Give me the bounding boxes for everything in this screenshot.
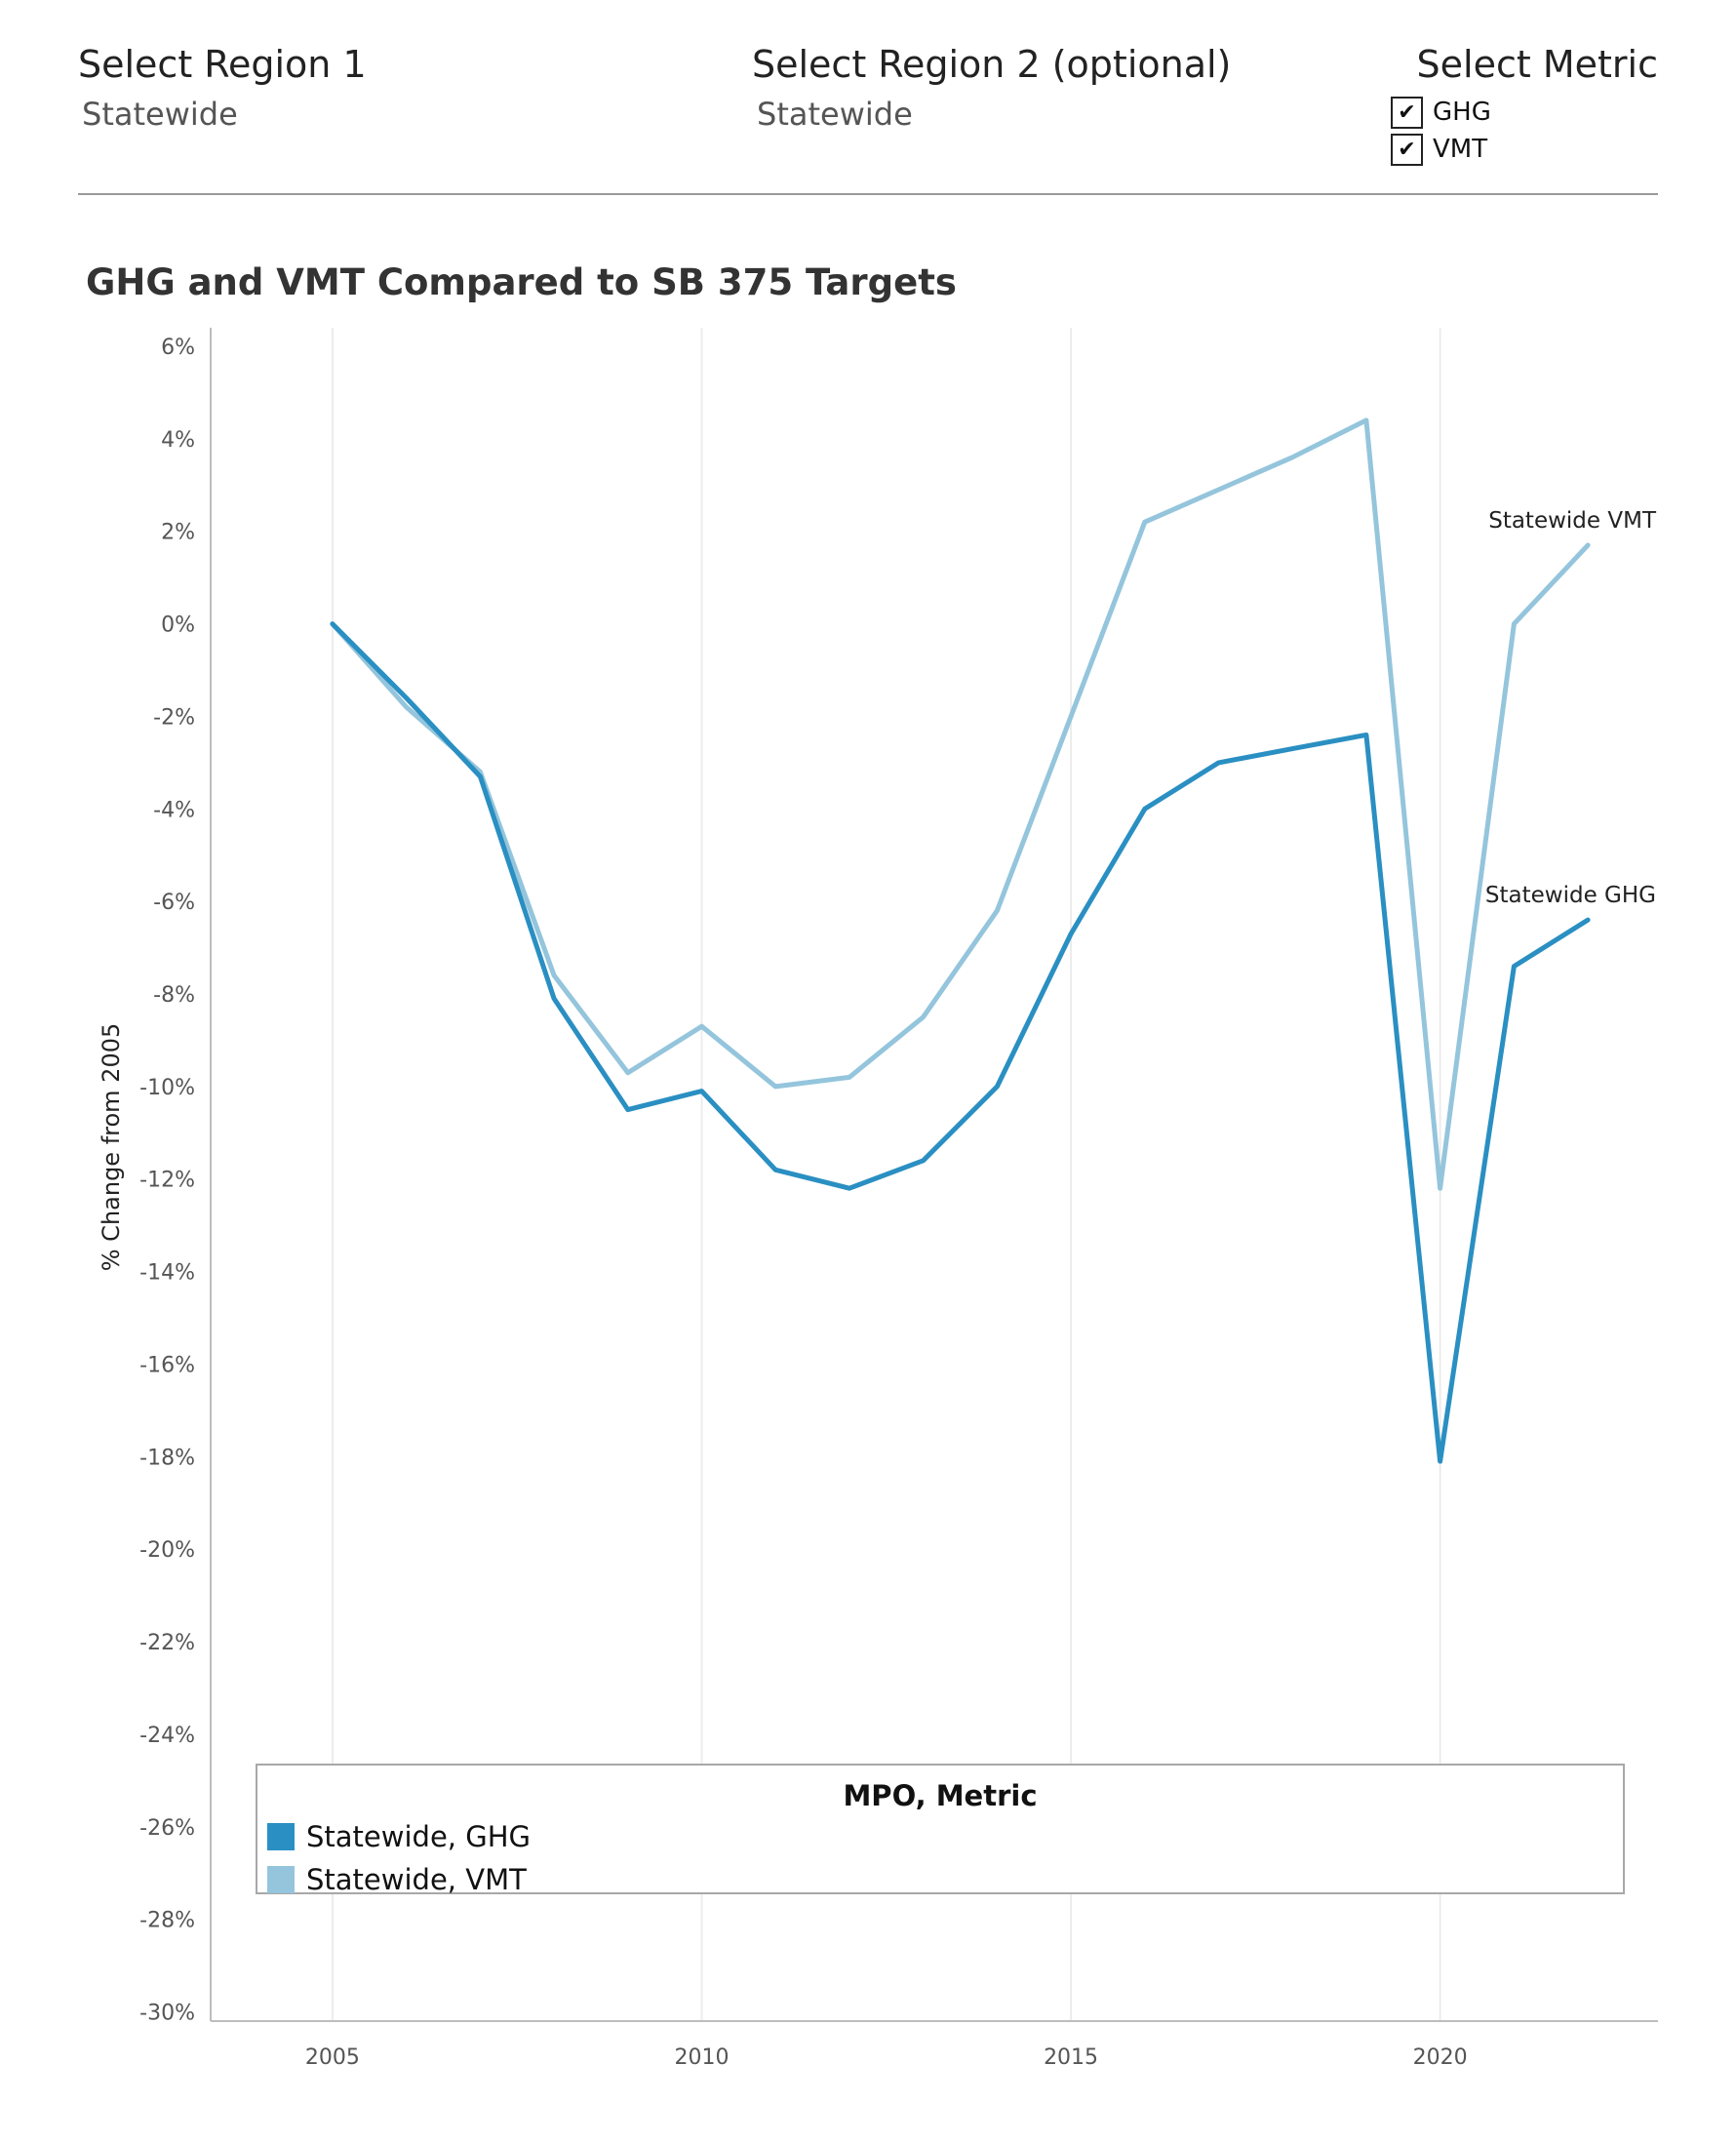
series-end-labels: Statewide VMT Statewide GHG <box>1485 508 1657 908</box>
x-tick-label: 2015 <box>1044 2045 1098 2070</box>
vmt-option-label: VMT <box>1433 135 1488 164</box>
header-divider <box>78 193 1658 195</box>
check-icon: ✔ <box>1398 99 1416 125</box>
legend-swatch-ghg <box>267 1823 295 1850</box>
region2-label: Select Region 2 (optional) <box>752 43 1232 86</box>
ghg-checkbox[interactable]: ✔ <box>1391 96 1423 129</box>
check-icon: ✔ <box>1398 137 1416 162</box>
y-tick-label: -22% <box>139 1631 195 1655</box>
ghg-option-label: GHG <box>1433 98 1491 127</box>
x-tick-label: 2005 <box>305 2045 360 2070</box>
y-tick-label: -14% <box>139 1261 195 1286</box>
chart-title: GHG and VMT Compared to SB 375 Targets <box>86 261 957 303</box>
end-label-ghg: Statewide GHG <box>1485 883 1656 908</box>
metric-option-ghg[interactable]: ✔ GHG <box>1391 94 1491 131</box>
y-tick-label: -2% <box>153 705 195 730</box>
series-lines <box>330 417 1591 1464</box>
y-tick-label: -6% <box>153 891 195 915</box>
y-tick-label: 4% <box>161 428 195 453</box>
y-tick-label: -16% <box>139 1353 195 1377</box>
y-tick-label: -20% <box>139 1538 195 1563</box>
y-tick-label: -30% <box>139 2002 195 2026</box>
legend-label-ghg: Statewide, GHG <box>306 1820 531 1853</box>
legend: MPO, Metric Statewide, GHG Statewide, VM… <box>256 1764 1625 1896</box>
y-tick-label: -24% <box>139 1724 195 1748</box>
metric-option-vmt[interactable]: ✔ VMT <box>1391 131 1487 168</box>
y-tick-label: 6% <box>161 336 195 360</box>
axes <box>210 328 1658 2022</box>
y-tick-label: 0% <box>161 614 195 638</box>
metric-label: Select Metric <box>1416 43 1658 86</box>
y-tick-label: -12% <box>139 1169 195 1193</box>
legend-item-vmt[interactable]: Statewide, VMT <box>267 1863 527 1896</box>
x-tick-label: 2010 <box>675 2045 730 2070</box>
series-line-vmt[interactable] <box>330 417 1591 1191</box>
grid-lines <box>331 328 1441 2021</box>
x-tick-label: 2020 <box>1413 2045 1468 2070</box>
y-tick-label: -18% <box>139 1446 195 1470</box>
series-line-ghg[interactable] <box>330 621 1591 1464</box>
region1-select[interactable]: Statewide <box>82 96 238 133</box>
y-tick-label: -26% <box>139 1816 195 1841</box>
y-tick-label: -8% <box>153 983 195 1008</box>
region1-label: Select Region 1 <box>78 43 367 86</box>
legend-title: MPO, Metric <box>843 1779 1038 1812</box>
y-tick-label: -4% <box>153 798 195 822</box>
legend-item-ghg[interactable]: Statewide, GHG <box>267 1820 531 1853</box>
y-tick-labels: 6% 4% 2% 0% -2% -4% -6% -8% -10% -12% -14% -16% -18%… <box>139 336 195 2026</box>
region2-select[interactable]: Statewide <box>757 96 913 133</box>
end-label-vmt: Statewide VMT <box>1488 508 1657 534</box>
y-axis-title: % Change from 2005 <box>98 1023 125 1272</box>
y-tick-label: -28% <box>139 1909 195 1933</box>
vmt-checkbox[interactable]: ✔ <box>1391 133 1423 166</box>
legend-swatch-vmt <box>267 1866 295 1893</box>
y-tick-label: -10% <box>139 1076 195 1100</box>
x-tick-labels: 2005 2010 2015 2020 <box>305 2045 1468 2070</box>
y-tick-label: 2% <box>161 521 195 545</box>
legend-label-vmt: Statewide, VMT <box>306 1863 527 1896</box>
